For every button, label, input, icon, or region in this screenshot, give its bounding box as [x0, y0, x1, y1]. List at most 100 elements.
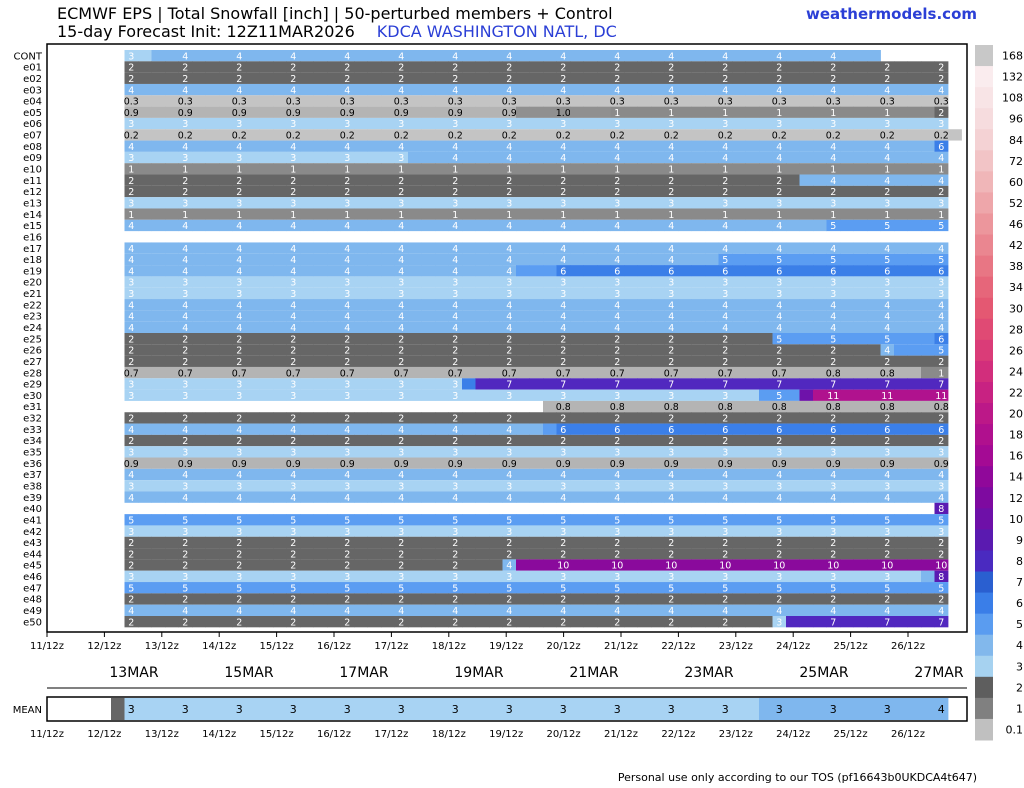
- member-e39-cell: [286, 491, 301, 503]
- member-e05-value: 1: [668, 108, 674, 119]
- member-e50-cell: [475, 616, 490, 628]
- member-e14-cell: [691, 208, 706, 220]
- member-e26-cell: [340, 344, 355, 356]
- member-e24-cell: [853, 321, 868, 333]
- member-e38-cell: [624, 480, 638, 492]
- member-e30-cell: [624, 389, 638, 401]
- member-e22-value: 4: [506, 300, 512, 311]
- member-e33-value: 6: [830, 425, 836, 436]
- member-e05-cell: [813, 106, 827, 118]
- member-e08-cell: [124, 140, 139, 152]
- member-e01-cell: [300, 61, 314, 73]
- member-e05-cell: [691, 106, 706, 118]
- member-e42-cell: [246, 525, 260, 537]
- member-e13-cell: [799, 197, 814, 209]
- member-e43-cell: [718, 536, 733, 549]
- member-e44-cell: [340, 548, 355, 560]
- member-e28-cell: [583, 366, 598, 379]
- member-e34-cell: [799, 434, 814, 447]
- mean-cell: [624, 698, 638, 720]
- member-e50-value: 2: [452, 617, 458, 628]
- member-e33-cell: [907, 423, 922, 435]
- member-e36-cell: [786, 457, 800, 469]
- member-e19-cell: [691, 265, 706, 277]
- member-e41-cell: [489, 514, 503, 526]
- member-e09-cell: [556, 151, 571, 164]
- member-e42-cell: [732, 525, 746, 537]
- member-e12-cell: [651, 185, 665, 198]
- member-e08-value: 4: [236, 142, 242, 153]
- member-e03-value: 4: [398, 85, 404, 96]
- member-e43-value: 2: [506, 538, 512, 549]
- member-e32-cell: [367, 412, 382, 424]
- mean-cell: [907, 698, 922, 720]
- member-e20-cell: [448, 276, 463, 288]
- member-e28-cell: [678, 366, 692, 379]
- member-e10-cell: [556, 163, 571, 175]
- member-e26-value: 2: [344, 346, 350, 357]
- member-e34-cell: [678, 434, 692, 447]
- member-e36-cell: [502, 457, 517, 469]
- member-e17-cell: [381, 242, 395, 254]
- member-e48-cell: [840, 593, 854, 605]
- member-e41-cell: [192, 514, 206, 526]
- member-e29-cell: [745, 378, 760, 390]
- mean-x-tick-label: 25/12z: [834, 729, 868, 740]
- member-e12-cell: [421, 185, 436, 198]
- member-e27-cell: [246, 355, 260, 367]
- member-e25-cell: [813, 333, 827, 345]
- member-e07-cell: [435, 129, 449, 141]
- brand-link[interactable]: weathermodels.com: [805, 5, 977, 23]
- member-e34-cell: [637, 434, 652, 447]
- member-e05-cell: [232, 106, 247, 118]
- member-e11-value: 4: [884, 176, 890, 187]
- member-e42-cell: [597, 525, 611, 537]
- member-e43-cell: [165, 536, 179, 549]
- member-e24-cell: [826, 321, 841, 333]
- member-e13-cell: [880, 197, 895, 209]
- member-e27-cell: [408, 355, 422, 367]
- member-e33-value: 4: [344, 425, 350, 436]
- member-e19-cell: [786, 265, 800, 277]
- member-e10-cell: [462, 163, 476, 175]
- member-e37-cell: [786, 468, 800, 481]
- member-e43-cell: [381, 536, 395, 549]
- member-e04-cell: [705, 95, 719, 107]
- member-e48-cell: [448, 593, 463, 605]
- member-cont-cell: [759, 50, 773, 62]
- member-e24-cell: [705, 321, 719, 333]
- member-e19-cell: [529, 265, 544, 277]
- member-e41-cell: [529, 514, 544, 526]
- member-e18-value: 4: [398, 255, 404, 266]
- member-e32-cell: [732, 412, 746, 424]
- member-e41-cell: [408, 514, 422, 526]
- member-e06-cell: [826, 117, 841, 130]
- member-e11-cell: [462, 174, 476, 186]
- member-e21-value: 3: [506, 289, 512, 300]
- member-e31-value: 0.8: [934, 402, 949, 413]
- member-e44-cell: [124, 548, 139, 560]
- member-e14-cell: [934, 208, 949, 220]
- member-e13-cell: [907, 197, 922, 209]
- member-e18-cell: [124, 253, 139, 266]
- member-e08-cell: [489, 140, 503, 152]
- member-e34-cell: [813, 434, 827, 447]
- member-e02-value: 2: [560, 74, 566, 85]
- member-e33-cell: [543, 423, 557, 435]
- member-e42-cell: [786, 525, 800, 537]
- member-e34-cell: [745, 434, 760, 447]
- member-e39-cell: [610, 491, 625, 503]
- member-e19-value: 6: [830, 266, 836, 277]
- member-e22-cell: [853, 299, 868, 311]
- mean-cell: [759, 698, 773, 720]
- member-e13-cell: [138, 197, 152, 209]
- member-e20-cell: [853, 276, 868, 288]
- member-e30-cell: [259, 389, 274, 401]
- member-e03-cell: [489, 83, 503, 96]
- member-e29-value: 7: [776, 380, 782, 391]
- member-e36-cell: [624, 457, 638, 469]
- member-e37-cell: [259, 468, 274, 481]
- member-e08-cell: [786, 140, 800, 152]
- member-e43-cell: [448, 536, 463, 549]
- member-e47-cell: [853, 582, 868, 594]
